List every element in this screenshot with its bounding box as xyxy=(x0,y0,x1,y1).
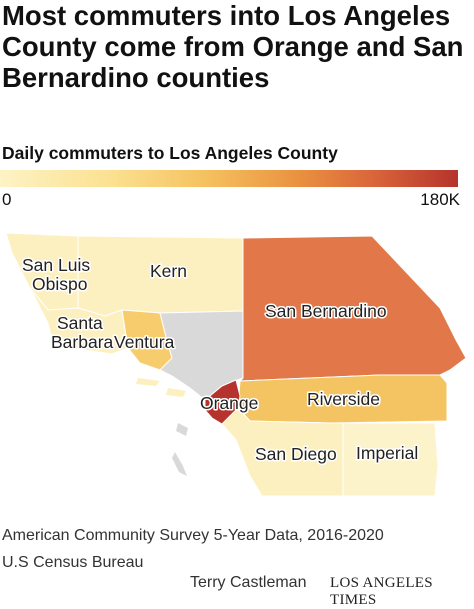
label-san-diego: San Diego xyxy=(255,444,337,464)
county-map: San Luis Obispo Kern Santa Barbara Ventu… xyxy=(5,232,467,497)
label-san-bernardino: San Bernardino xyxy=(265,301,387,321)
island xyxy=(136,378,160,386)
legend-max-label: 180K xyxy=(420,190,460,209)
legend-color-scale xyxy=(0,170,458,187)
legend-min-label: 0 xyxy=(2,190,12,209)
island xyxy=(166,388,186,397)
label-san-luis-obispo-line1: San Luis xyxy=(22,255,90,275)
county-imperial[interactable] xyxy=(342,422,439,497)
label-riverside: Riverside xyxy=(307,389,380,409)
source-line-1: American Community Survey 5-Year Data, 2… xyxy=(2,527,384,544)
island xyxy=(172,452,187,476)
label-san-luis-obispo-line2: Obispo xyxy=(32,274,87,294)
county-san-diego[interactable] xyxy=(221,407,344,497)
label-ventura: Ventura xyxy=(114,332,175,352)
source-line-2: U.S Census Bureau xyxy=(2,554,144,571)
label-santa-barbara-line2: Barbara xyxy=(51,332,114,352)
island xyxy=(176,423,188,436)
label-kern: Kern xyxy=(150,261,187,281)
brand-logo: LOS ANGELES TIMES xyxy=(330,575,433,608)
county-san-bernardino[interactable] xyxy=(238,235,467,382)
label-santa-barbara-line1: Santa xyxy=(57,313,103,333)
map-title: Most commuters into Los Angeles County c… xyxy=(2,0,464,93)
legend-title: Daily commuters to Los Angeles County xyxy=(2,143,338,163)
label-imperial: Imperial xyxy=(356,443,418,463)
credit: Terry Castleman xyxy=(190,574,307,591)
label-orange: Orange xyxy=(200,393,258,413)
